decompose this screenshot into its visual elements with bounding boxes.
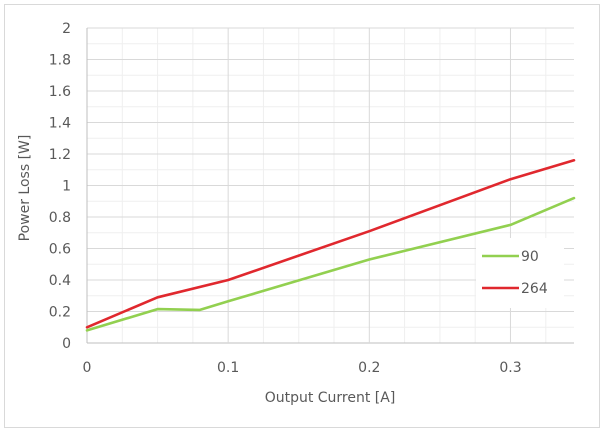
series-line-90 [85,196,576,332]
y-tick-label: 1 [62,179,71,195]
series-line-264 [85,159,576,329]
x-tick-label: 0 [83,360,92,376]
y-tick-label: 0.2 [49,305,71,321]
legend-label-264: 264 [521,281,548,297]
y-tick-label: 2 [62,21,71,37]
y-axis-label: Power Loss [W] [17,135,33,242]
x-axis-ticks: 0 0.1 0.2 0.3 [83,360,522,376]
legend: 90 264 [476,238,564,308]
legend-background [476,238,564,308]
y-axis-ticks: 0 0.2 0.4 0.6 0.8 1 1.2 1.4 1.6 1.8 2 [49,21,71,352]
legend-label-90: 90 [521,249,539,265]
series-lines [85,159,576,332]
y-tick-label: 0.4 [49,273,71,289]
y-tick-label: 0.8 [49,210,71,226]
y-tick-label: 1.8 [49,53,71,69]
x-tick-label: 0.1 [217,360,239,376]
x-tick-label: 0.3 [499,360,521,376]
y-tick-label: 1.6 [49,84,71,100]
y-tick-label: 0.6 [49,242,71,258]
chart-frame [4,4,600,428]
x-axis-label: Output Current [A] [265,390,396,406]
x-tick-label: 0.2 [358,360,380,376]
y-tick-label: 1.4 [49,116,71,132]
y-tick-label: 0 [62,336,71,352]
y-tick-label: 1.2 [49,147,71,163]
